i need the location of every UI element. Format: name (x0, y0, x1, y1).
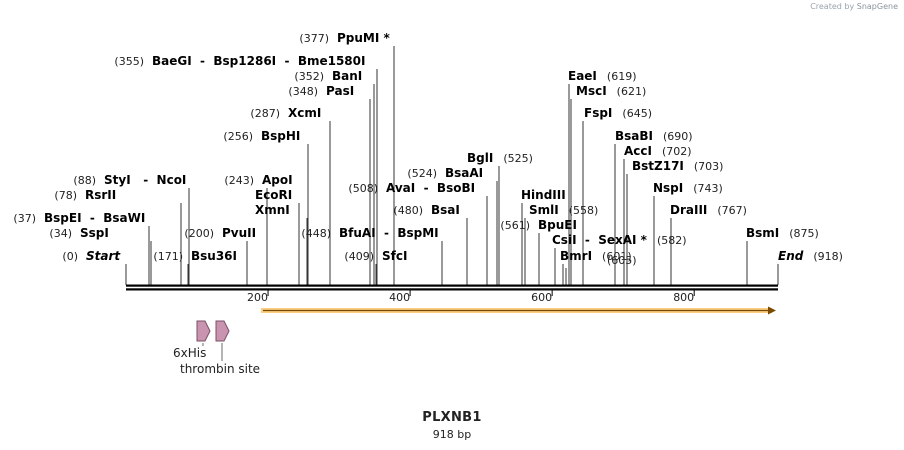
site-label: End (778, 249, 804, 263)
site-label: PasI (326, 84, 354, 98)
site-labels: (0) Start (34) SspI (37) BspEI - BsaWI (78) Rsr… (13, 31, 843, 267)
site-position: (508) (348, 182, 378, 195)
orf (260, 306, 776, 315)
site-label: SspI (80, 226, 109, 240)
site-label: EaeI (568, 69, 597, 83)
site-position: (448) (301, 227, 331, 240)
site-label: BanI (332, 69, 362, 83)
site-position: (78) (54, 189, 77, 202)
site-label: BfuAI - BspMI (339, 226, 439, 240)
orf-arrowhead (768, 306, 776, 315)
feature-arrow-1 (215, 320, 230, 342)
site-position: (743) (693, 182, 723, 195)
site-position: (355) (114, 55, 144, 68)
feature-label: 6xHis (173, 346, 206, 360)
site-position: (561) (500, 219, 530, 232)
site-position: (287) (250, 107, 280, 120)
site-position: (480) (393, 204, 423, 217)
site-label: EcoRI (255, 188, 292, 202)
site-label: BsaAI (445, 166, 483, 180)
backbone (126, 284, 778, 291)
site-label: BsaI (431, 203, 460, 217)
site-position: (524) (407, 167, 437, 180)
snapgene-credit: Created by SnapGene (810, 2, 898, 11)
site-label: SmlI (529, 203, 559, 217)
site-position: (377) (299, 32, 329, 45)
site-position: (690) (663, 130, 693, 143)
site-label: CsiI - SexAI * (552, 233, 648, 247)
site-label: AvaI - BsoBI (386, 181, 475, 195)
site-label: PpuMI * (337, 31, 391, 45)
snapgene-logo: SnapGene (856, 2, 898, 11)
site-position: (348) (288, 85, 318, 98)
site-position: (582) (657, 234, 687, 247)
site-position: (619) (607, 70, 637, 83)
site-label: PvuII (222, 226, 256, 240)
ruler-label: 400 (389, 291, 410, 304)
site-position: (0) (62, 250, 78, 263)
site-label: SfcI (382, 249, 407, 263)
site-position: (409) (344, 250, 374, 263)
site-label: NspI (653, 181, 683, 195)
credit-prefix: Created by (810, 2, 855, 11)
site-position: (352) (294, 70, 324, 83)
site-position: (171) (153, 250, 183, 263)
site-label: BstZ17I (632, 159, 684, 173)
site-position: (703) (694, 160, 724, 173)
feature-label: thrombin site (180, 362, 260, 376)
site-label: XmnI (255, 203, 290, 217)
site-label: DraIII (670, 203, 707, 217)
site-label: RsrII (85, 188, 116, 202)
site-label: FspI (584, 106, 612, 120)
site-label: MscI (576, 84, 607, 98)
site-label: BspHI (261, 129, 300, 143)
site-label: AccI (624, 144, 652, 158)
site-position: (875) (789, 227, 819, 240)
backbone-top (126, 284, 778, 287)
site-label: BglI (467, 151, 493, 165)
ruler-label: 800 (673, 291, 694, 304)
feature-arrow-0 (196, 320, 211, 342)
plasmid-length: 918 bp (432, 428, 472, 441)
site-lines (125, 46, 779, 285)
site-label: BaeGI - Bsp1286I - Bme1580I (152, 54, 365, 68)
plasmid-name: PLXNB1 (422, 410, 482, 425)
site-label: BspEI - BsaWI (44, 211, 145, 225)
site-label: BmrI (560, 249, 592, 263)
site-position: (621) (617, 85, 647, 98)
site-position: (767) (717, 204, 747, 217)
site-label: BpuEI (538, 218, 577, 232)
site-label: BsaBI (615, 129, 653, 143)
backbone-bottom (126, 288, 778, 291)
ruler-label: 600 (531, 291, 552, 304)
site-position: (37) (13, 212, 36, 225)
site-label: ApoI (262, 173, 293, 187)
features: 6xHis thrombin site (173, 320, 260, 376)
site-position: (645) (622, 107, 652, 120)
restriction-map: (0) Start (34) SspI (37) BspEI - BsaWI (78) Rsr… (13, 31, 843, 376)
site-label: Bsu36I (191, 249, 237, 263)
site-position: (702) (662, 145, 692, 158)
ruler: 200 400 600 800 (247, 290, 695, 304)
site-position: (601) (602, 250, 632, 263)
site-position: (558) (569, 204, 599, 217)
site-position-605: (605) (607, 254, 637, 267)
ruler-label: 200 (247, 291, 268, 304)
site-position: (243) (224, 174, 254, 187)
site-position: (525) (503, 152, 533, 165)
site-label: StyI - NcoI (104, 173, 186, 187)
site-label: BsmI (746, 226, 779, 240)
site-position: (918) (813, 250, 843, 263)
site-position: (200) (184, 227, 214, 240)
site-position: (88) (73, 174, 96, 187)
site-label: Start (86, 249, 121, 263)
site-label: XcmI (288, 106, 321, 120)
site-position: (34) (49, 227, 72, 240)
site-position: (256) (223, 130, 253, 143)
site-label: HindIII (521, 188, 566, 202)
